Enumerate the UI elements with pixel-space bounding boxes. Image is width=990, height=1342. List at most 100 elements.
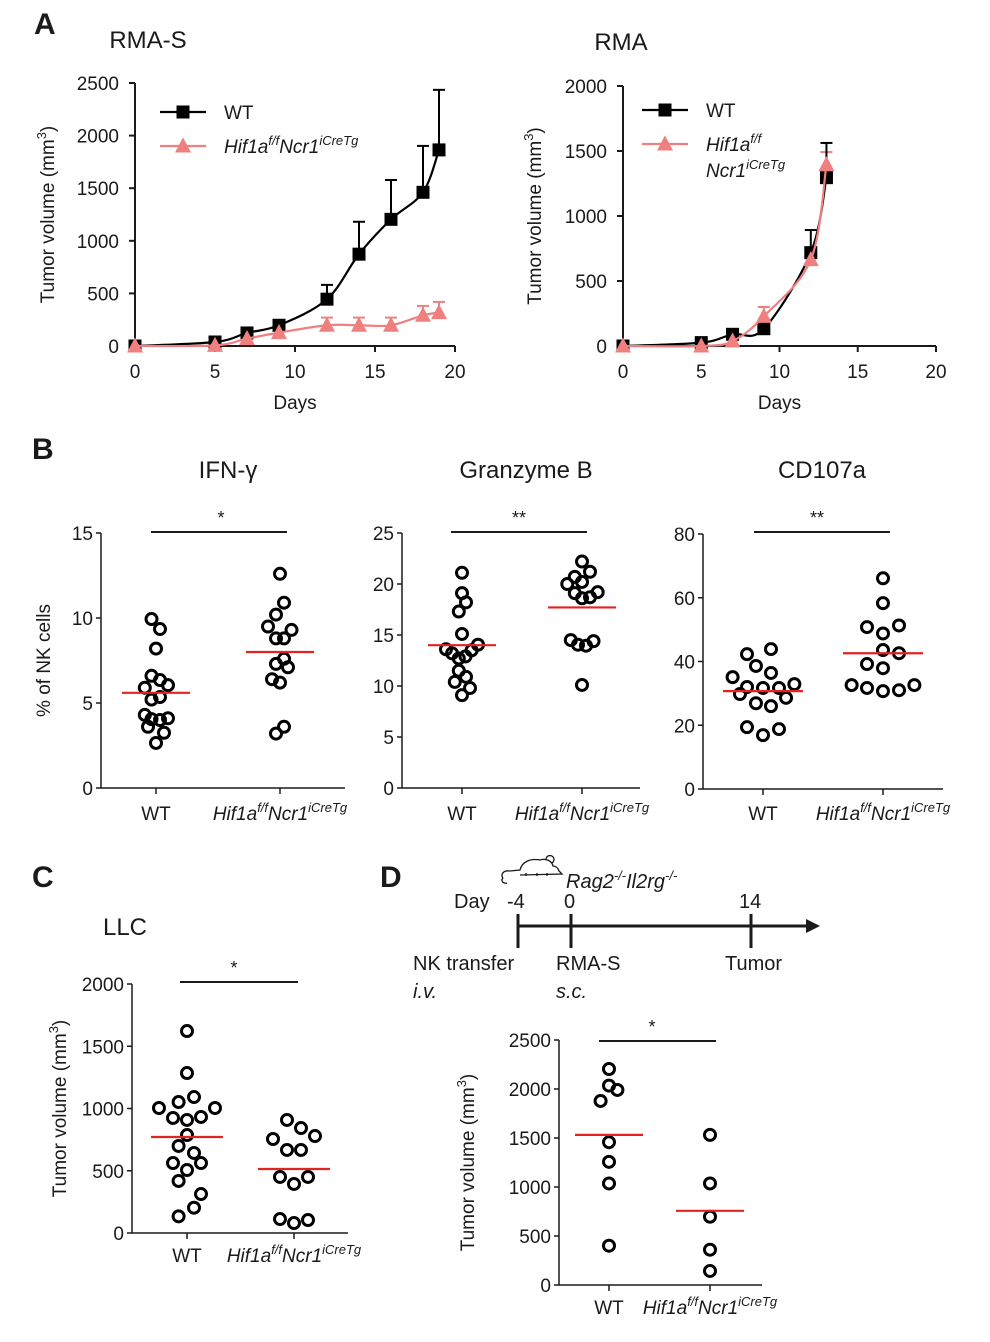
data-point-wt bbox=[384, 212, 398, 226]
y-tick-label: 500 bbox=[92, 1162, 124, 1183]
day-14: 14 bbox=[739, 891, 761, 913]
data-point-wt bbox=[772, 680, 786, 695]
data-point-wt bbox=[144, 612, 159, 627]
data-point-wt bbox=[194, 1156, 208, 1171]
chart-title: Granzyme B bbox=[459, 457, 592, 484]
data-point-wt bbox=[166, 1110, 180, 1125]
data-point-wt bbox=[161, 711, 175, 726]
data-point-ko bbox=[703, 1263, 717, 1278]
data-point-wt bbox=[152, 1101, 166, 1116]
genotype-sup: f/f bbox=[271, 1242, 283, 1257]
data-point-wt bbox=[764, 665, 778, 680]
chart-nk-transfer: 0 500 1000 1500 2000 2500 WT Hif1af/fNcr1iCreTg… bbox=[454, 1017, 778, 1319]
data-point-ko bbox=[239, 329, 255, 346]
data-point-ko bbox=[287, 1216, 301, 1231]
data-point-wt bbox=[432, 143, 446, 157]
data-point-ko bbox=[281, 660, 295, 675]
genotype-part: Hif1a bbox=[515, 804, 559, 825]
data-point-ko bbox=[876, 643, 890, 658]
data-point-ko bbox=[277, 595, 291, 610]
data-point-wt bbox=[171, 1173, 186, 1188]
data-point-ko bbox=[583, 564, 597, 579]
chart-title: LLC bbox=[103, 914, 147, 941]
y-title-sup: 3 bbox=[34, 132, 49, 139]
genotype-sup: iCreTg bbox=[308, 800, 348, 815]
data-point-wt bbox=[463, 681, 477, 696]
data-point-wt bbox=[149, 735, 163, 750]
data-point-ko bbox=[301, 1169, 315, 1184]
significance-label: * bbox=[217, 508, 224, 528]
data-point-ko bbox=[271, 323, 287, 340]
experiment-timeline: Rag2-/-Il2rg-/- Day -4 0 14 NK transfer … bbox=[413, 854, 820, 1003]
genotype-sup: f/f bbox=[559, 800, 571, 815]
data-point-ko bbox=[351, 316, 367, 332]
x-label-wt: WT bbox=[594, 1298, 624, 1319]
data-point-ko bbox=[319, 316, 335, 332]
data-point-wt bbox=[819, 171, 833, 185]
y-axis-title: Tumor volume (mm3) bbox=[46, 1020, 71, 1198]
data-point-wt bbox=[740, 647, 754, 662]
y-title-part: ) bbox=[525, 127, 546, 133]
chart-ifn-gamma: IFN-γ 0 5 10 15 WT Hif1af/fNcr1iCreTg % of NK c… bbox=[34, 457, 348, 825]
y-tick-label: 0 bbox=[113, 1224, 124, 1245]
y-title-sup: 3 bbox=[521, 134, 536, 141]
data-point-ko bbox=[876, 596, 890, 611]
y-axis-title: Tumor volume (mm3) bbox=[34, 126, 59, 304]
genotype-part: Ncr1 bbox=[268, 804, 308, 825]
data-point-wt bbox=[137, 680, 152, 695]
significance-label: * bbox=[230, 958, 237, 978]
data-point-ko bbox=[273, 1169, 287, 1184]
chart-cd107a: CD107a 0 20 40 60 80 WT Hif1af/fNcr1iCreTg ** bbox=[674, 457, 951, 825]
legend-marker-wt bbox=[176, 105, 190, 119]
genotype-part: Hif1a bbox=[224, 137, 268, 158]
data-point-ko bbox=[703, 1242, 717, 1257]
data-point-wt bbox=[459, 595, 473, 610]
data-point-ko bbox=[269, 607, 283, 622]
y-tick-label: 1500 bbox=[565, 142, 607, 163]
mouse-icon bbox=[501, 854, 564, 884]
data-point-wt bbox=[149, 641, 163, 656]
genotype-part: Hif1a bbox=[816, 804, 860, 825]
chart-title: CD107a bbox=[778, 457, 867, 484]
y-tick-label: 0 bbox=[596, 337, 607, 358]
y-title-part: ) bbox=[50, 1020, 71, 1026]
y-tick-label: 2000 bbox=[509, 1080, 551, 1101]
panel-letter-d: D bbox=[380, 861, 402, 894]
y-tick-label: 10 bbox=[373, 677, 394, 698]
x-tick-label: 15 bbox=[847, 362, 868, 383]
data-point-wt bbox=[180, 1024, 194, 1039]
x-tick-label: 5 bbox=[210, 362, 221, 383]
data-point-ko bbox=[693, 337, 710, 353]
genotype-part: Hif1a bbox=[643, 1298, 687, 1319]
data-point-ko bbox=[575, 574, 589, 589]
data-point-ko bbox=[273, 1212, 287, 1227]
y-title-part: ) bbox=[38, 126, 59, 132]
genotype-part: Ncr1 bbox=[706, 161, 746, 182]
tumor-label: Tumor bbox=[725, 953, 782, 975]
x-axis-title: Days bbox=[273, 393, 316, 414]
data-point-ko bbox=[860, 680, 874, 695]
x-tick-label: 20 bbox=[925, 362, 946, 383]
y-tick-label: 1000 bbox=[509, 1178, 551, 1199]
significance-label: ** bbox=[810, 508, 824, 528]
data-point-ko bbox=[876, 661, 890, 676]
data-point-ko bbox=[575, 554, 589, 569]
data-point-ko bbox=[892, 683, 906, 698]
chart-rma-s-growth: RMA-S 0 500 1000 1500 2000 2500 0 5 10 15 20 Days Tum… bbox=[34, 27, 466, 414]
data-point-wt bbox=[166, 1156, 180, 1171]
data-point-wt bbox=[748, 658, 763, 673]
x-label-wt: WT bbox=[748, 804, 778, 825]
chart-title: RMA bbox=[594, 29, 647, 56]
data-point-ko bbox=[860, 620, 874, 635]
genotype-sup: f/f bbox=[750, 131, 762, 146]
x-label-ko: Hif1af/fNcr1iCreTg bbox=[213, 800, 348, 825]
data-point-wt bbox=[447, 674, 462, 689]
data-point-wt bbox=[740, 720, 754, 735]
genotype-sup: f/f bbox=[268, 133, 280, 148]
data-point-wt bbox=[180, 1066, 194, 1081]
data-point-ko bbox=[703, 1176, 717, 1191]
panel-letter-a: A bbox=[34, 8, 56, 41]
rmas-route: s.c. bbox=[556, 981, 587, 1003]
nk-transfer-route: i.v. bbox=[413, 981, 437, 1003]
